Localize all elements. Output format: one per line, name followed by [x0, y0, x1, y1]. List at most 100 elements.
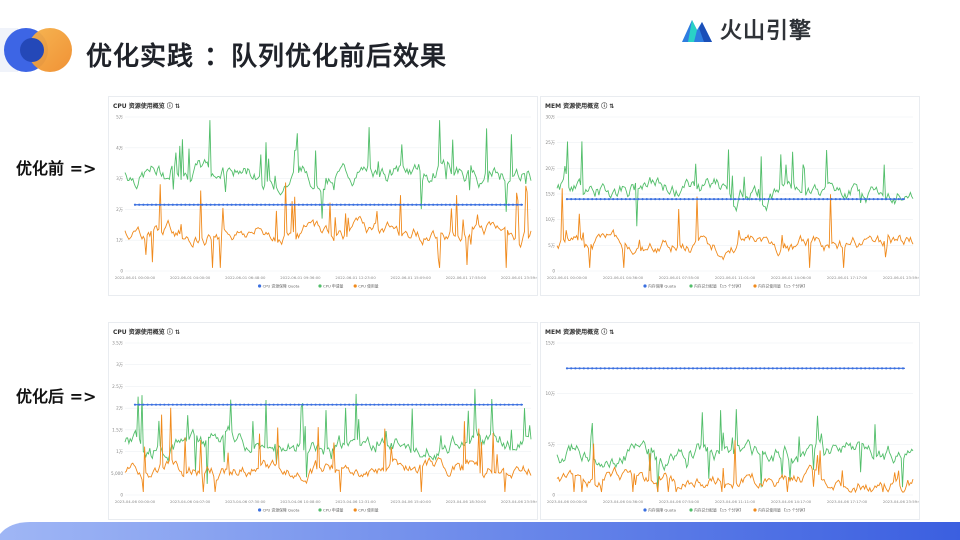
quota-point — [838, 198, 842, 201]
quota-point — [750, 367, 753, 370]
quota-point — [565, 198, 569, 201]
quota-point — [595, 367, 598, 370]
y-tick-label: 1.5万 — [112, 427, 123, 433]
quota-point — [641, 367, 644, 370]
quota-point — [247, 203, 250, 206]
quota-point — [343, 403, 347, 406]
quota-point — [159, 403, 162, 406]
x-tick-label: 2022-06-01 17:17:00 — [827, 275, 868, 280]
quota-point — [662, 198, 665, 201]
quota-point — [570, 198, 573, 201]
quota-point — [675, 198, 678, 201]
quota-point — [385, 403, 389, 406]
quota-point — [742, 367, 745, 370]
quota-point — [864, 367, 867, 370]
quota-point — [633, 367, 636, 370]
quota-point — [620, 198, 623, 201]
quota-point — [306, 203, 309, 206]
quota-point — [251, 203, 254, 206]
quota-point — [796, 198, 800, 201]
quota-point — [805, 198, 808, 201]
quota-point — [461, 403, 464, 406]
quota-point — [788, 367, 791, 370]
quota-point — [478, 203, 481, 206]
quota-point — [364, 403, 368, 406]
quota-point — [180, 203, 183, 206]
quota-point — [398, 203, 401, 206]
y-tick-label: 30万 — [545, 115, 555, 121]
quota-point — [394, 203, 397, 206]
quota-point — [725, 367, 728, 370]
quota-point — [360, 203, 363, 206]
legend-label: 内存总使用量 【15 个分钟】 — [758, 283, 807, 288]
legend-label: 内存总使用量 【15 个分钟】 — [758, 507, 807, 512]
quota-point — [259, 403, 263, 406]
quota-point — [255, 203, 258, 206]
quota-point — [364, 203, 368, 206]
x-tick-label: 2022-06-01 04:00:00 — [170, 275, 211, 280]
quota-point — [293, 403, 296, 406]
quota-point — [377, 203, 380, 206]
quota-point — [603, 198, 606, 201]
quota-point — [591, 367, 594, 370]
quota-point — [759, 198, 762, 201]
quota-point — [645, 367, 648, 370]
quota-point — [591, 198, 594, 201]
quota-point — [356, 403, 359, 406]
legend-marker — [689, 284, 693, 288]
x-tick-label: 2022-06-01 23:59:00 — [883, 275, 919, 280]
quota-point — [511, 203, 515, 206]
quota-point — [645, 198, 648, 201]
quota-point — [738, 367, 741, 370]
quota-point — [293, 203, 296, 206]
quota-point — [247, 403, 250, 406]
legend-label: 内存保障 Quota — [648, 507, 676, 512]
quota-point — [264, 203, 267, 206]
quota-point — [163, 203, 166, 206]
quota-point — [222, 403, 225, 406]
quota-point — [234, 403, 237, 406]
legend-marker — [258, 508, 262, 512]
quota-point — [616, 367, 619, 370]
quota-point — [868, 198, 871, 201]
legend-label: CPU 使用量 — [358, 507, 379, 512]
quota-point — [348, 403, 351, 406]
quota-point — [670, 198, 674, 201]
quota-point — [436, 203, 439, 206]
x-tick-label: 2022-06-01 15:09:00 — [391, 275, 432, 280]
quota-point — [201, 203, 204, 206]
quota-point — [834, 367, 837, 370]
legend-label: 内存总分配量 【15 个分钟】 — [694, 507, 743, 512]
quota-point — [675, 367, 678, 370]
quota-point — [268, 403, 271, 406]
quota-point — [780, 198, 783, 201]
quota-point — [876, 198, 879, 201]
quota-point — [322, 203, 326, 206]
quota-point — [801, 198, 804, 201]
quota-point — [763, 198, 766, 201]
legend-marker — [258, 284, 262, 288]
quota-point — [809, 198, 812, 201]
quota-point — [574, 367, 577, 370]
quota-point — [327, 203, 330, 206]
quota-point — [499, 203, 502, 206]
quota-point — [175, 403, 179, 406]
quota-point — [826, 367, 829, 370]
quota-point — [301, 403, 305, 406]
quota-point — [175, 203, 179, 206]
quota-point — [813, 367, 816, 370]
x-tick-label: 2022-06-01 06:48:00 — [225, 275, 266, 280]
bottom-decor-bar — [0, 522, 960, 540]
quota-point — [243, 203, 246, 206]
mem-usage-panel-before: MEM 资源使用概览 ⓘ ⇅ 0 5万 10万 15万 20万 25万 30万 2022-06… — [540, 96, 920, 296]
quota-point — [406, 403, 410, 406]
quota-point — [322, 403, 326, 406]
x-tick-label: 2023-04-06 07:30:00 — [225, 499, 266, 504]
quota-point — [226, 403, 229, 406]
quota-point — [402, 203, 405, 206]
quota-point — [582, 367, 585, 370]
quota-point — [780, 367, 783, 370]
quota-point — [490, 403, 494, 406]
legend-label: CPU 使用量 — [358, 283, 379, 288]
quota-point — [784, 198, 787, 201]
